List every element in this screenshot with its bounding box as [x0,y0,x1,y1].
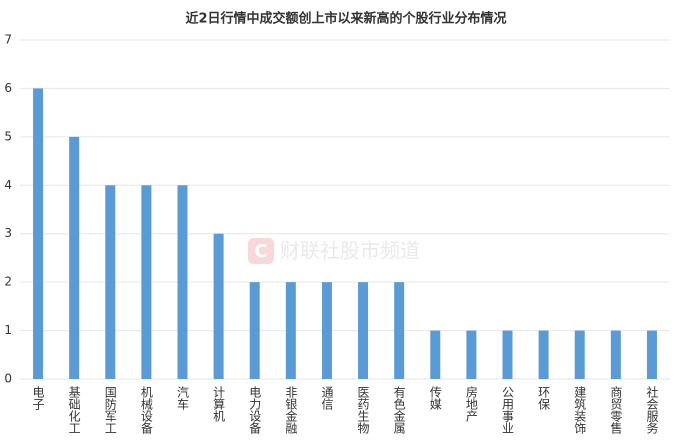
bar [105,185,116,379]
x-tick-label: 公用事业 [501,386,515,434]
chart-title: 近2日行情中成交额创上市以来新高的个股行业分布情况 [185,11,506,27]
bar [358,282,369,379]
bar [610,330,621,379]
y-tick-label: 6 [4,81,12,95]
watermark: C 财联社股市频道 [248,238,420,264]
x-tick-label: 通信 [320,386,334,411]
watermark-icon [248,238,274,264]
bar [538,330,549,379]
x-tick-label: 汽车 [176,385,190,411]
x-tick-label: 房地产 [464,385,478,423]
bar [141,185,152,379]
bar [69,136,80,379]
y-tick-label: 0 [4,372,12,386]
watermark-icon-letter: C [254,241,267,262]
bar [213,233,224,379]
y-tick-label: 2 [4,275,12,289]
bar [285,282,296,379]
x-tick-label: 建筑装饰 [573,386,587,434]
x-tick-label: 社会服务 [645,385,659,434]
bar [430,330,441,379]
bar [394,282,405,379]
watermark-text: 财联社股市频道 [280,239,420,263]
y-tick-label: 5 [4,129,12,143]
bar [33,88,44,379]
bar [466,330,477,379]
x-tick-label: 基础化工 [67,386,81,434]
x-tick-label: 有色金属 [392,386,406,435]
y-tick-label: 3 [4,226,12,240]
bar [321,282,332,379]
bar [502,330,513,379]
y-tick-label: 7 [4,33,12,47]
x-tick-label: 非银金融 [284,386,298,435]
x-tick-label: 传媒 [428,385,442,410]
bar [646,330,657,379]
bar [249,282,260,379]
x-tick-label: 商贸零售 [609,385,623,434]
x-tick-label: 国防军工 [103,386,117,434]
bar [574,330,585,379]
y-tick-label: 1 [4,323,12,337]
x-tick-label: 电力设备 [248,386,262,435]
x-tick-label: 机械设备 [139,386,153,435]
x-tick-label: 电子 [31,386,45,410]
x-tick-label: 计算机 [212,386,226,422]
x-tick-label: 医药生物 [356,386,370,434]
bar [177,185,188,379]
x-tick-label: 环保 [537,386,551,410]
y-tick-label: 4 [4,178,12,192]
